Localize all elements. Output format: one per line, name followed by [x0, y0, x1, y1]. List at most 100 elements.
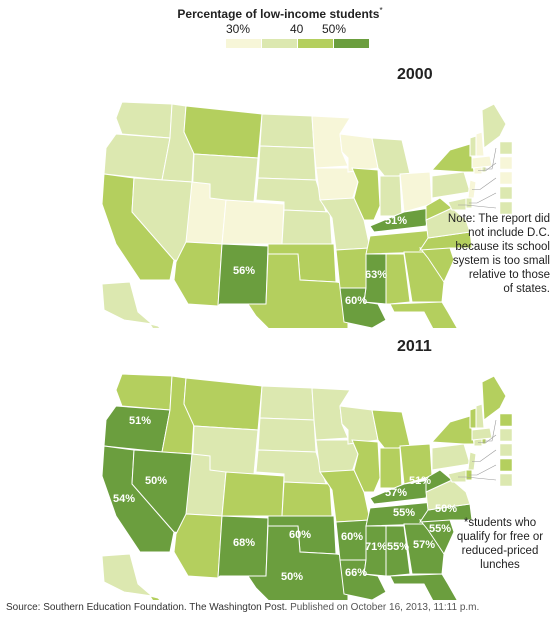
legend-label-50: 50%	[322, 22, 347, 36]
state-label-tn: 55%	[393, 507, 415, 519]
state-label-nm: 68%	[233, 537, 255, 549]
map-2000: 56% 51% 63% 60%	[101, 101, 513, 328]
state-nm	[217, 515, 269, 580]
year-label-2000: 2000	[397, 66, 433, 83]
state-ma	[471, 155, 493, 169]
note-text: Note: The report did not include D.C. beca…	[447, 213, 550, 295]
state-pa	[431, 443, 471, 471]
callout-square-nj	[499, 443, 513, 457]
state-pa	[431, 171, 471, 199]
state-az	[173, 241, 223, 307]
legend-swatch-2	[298, 39, 333, 48]
state-me	[481, 375, 507, 421]
legend-swatch-3	[334, 39, 369, 48]
callout-square-de	[499, 458, 513, 472]
state-or	[103, 133, 171, 181]
state-label-ca: 54%	[113, 493, 135, 505]
state-tx	[247, 253, 349, 328]
state-mt	[183, 377, 263, 431]
state-fl	[389, 573, 458, 600]
state-me	[481, 103, 507, 149]
state-nd	[259, 385, 315, 421]
state-il	[351, 439, 381, 493]
state-nh	[475, 131, 485, 157]
map-2011: 51%50%54%68%60% 60%50%57%55% 50%55%71% 55% 5…	[101, 373, 513, 600]
state-co	[221, 199, 285, 245]
state-wa	[115, 373, 173, 411]
callout-square-ct	[499, 156, 513, 170]
state-ia	[315, 167, 359, 201]
state-ny	[430, 143, 475, 173]
state-label-ga: 57%	[413, 539, 435, 551]
callout-square-ct	[499, 428, 513, 442]
state-md	[447, 469, 467, 483]
state-label-nv: 50%	[145, 475, 167, 487]
legend-title: Percentage of low-income students*	[177, 6, 383, 21]
callout-square-de	[499, 186, 513, 200]
leader-line-ct	[478, 162, 497, 171]
state-label-or: 51%	[129, 415, 151, 427]
state-label-ms: 71%	[365, 541, 387, 553]
legend-swatch-1	[262, 39, 297, 48]
state-label-wv: 51%	[409, 475, 431, 487]
state-label-la: 66%	[345, 567, 367, 579]
state-ak	[101, 281, 154, 325]
state-nd	[259, 113, 315, 149]
callout-square-md	[499, 473, 513, 487]
legend-labels: 30% 40 50%	[222, 22, 372, 38]
state-label-la: 60%	[345, 295, 367, 307]
state-label-ky: 57%	[385, 487, 407, 499]
state-hi	[148, 595, 161, 600]
callout-square-md	[499, 201, 513, 215]
callout-square-nj	[499, 171, 513, 185]
state-md	[447, 197, 467, 211]
state-nm	[217, 243, 269, 308]
state-co	[221, 471, 285, 517]
legend-swatches	[226, 39, 369, 48]
leader-line-nj	[472, 449, 497, 462]
state-il	[351, 167, 381, 221]
leader-line-ri	[484, 147, 497, 170]
state-label-ms: 63%	[365, 269, 387, 281]
state-ia	[315, 439, 359, 473]
state-mn	[311, 387, 351, 441]
state-al	[385, 525, 411, 577]
state-label-nc: 50%	[435, 503, 457, 515]
state-ny	[430, 415, 475, 445]
state-nj	[467, 451, 477, 471]
state-ma	[471, 427, 493, 441]
state-in	[379, 175, 403, 217]
callout-square-ri	[499, 413, 513, 427]
state-al	[385, 253, 411, 305]
leader-line-de	[469, 464, 497, 476]
state-tx	[247, 525, 349, 600]
state-ar	[335, 247, 371, 289]
state-vt	[469, 407, 477, 429]
state-label-tx: 50%	[281, 571, 303, 583]
state-fl	[389, 301, 458, 328]
state-wa	[115, 101, 173, 139]
state-label-sc: 55%	[429, 523, 451, 535]
state-in	[379, 447, 403, 489]
state-label-ky: 51%	[385, 215, 407, 227]
callout-square-ri	[499, 141, 513, 155]
source-line: Source: Southern Education Foundation. T…	[6, 602, 480, 613]
leader-line-ri	[484, 419, 497, 442]
leader-line-nj	[472, 177, 497, 190]
state-ks	[281, 481, 333, 517]
legend-swatch-0	[226, 39, 261, 48]
state-nh	[475, 403, 485, 429]
state-ms	[363, 525, 387, 577]
leader-line-md	[458, 476, 497, 481]
state-ak	[101, 553, 154, 597]
state-label-ok: 60%	[289, 529, 311, 541]
footnote-text: *students who qualify for free or reduced…	[456, 517, 544, 571]
leader-line-ct	[478, 434, 497, 443]
state-mt	[183, 105, 263, 159]
state-sd	[257, 417, 317, 453]
state-vt	[469, 135, 477, 157]
state-hi	[148, 323, 161, 328]
year-label-2011: 2011	[397, 338, 432, 355]
state-label-ar: 60%	[341, 531, 363, 543]
leader-line-de	[469, 192, 497, 204]
